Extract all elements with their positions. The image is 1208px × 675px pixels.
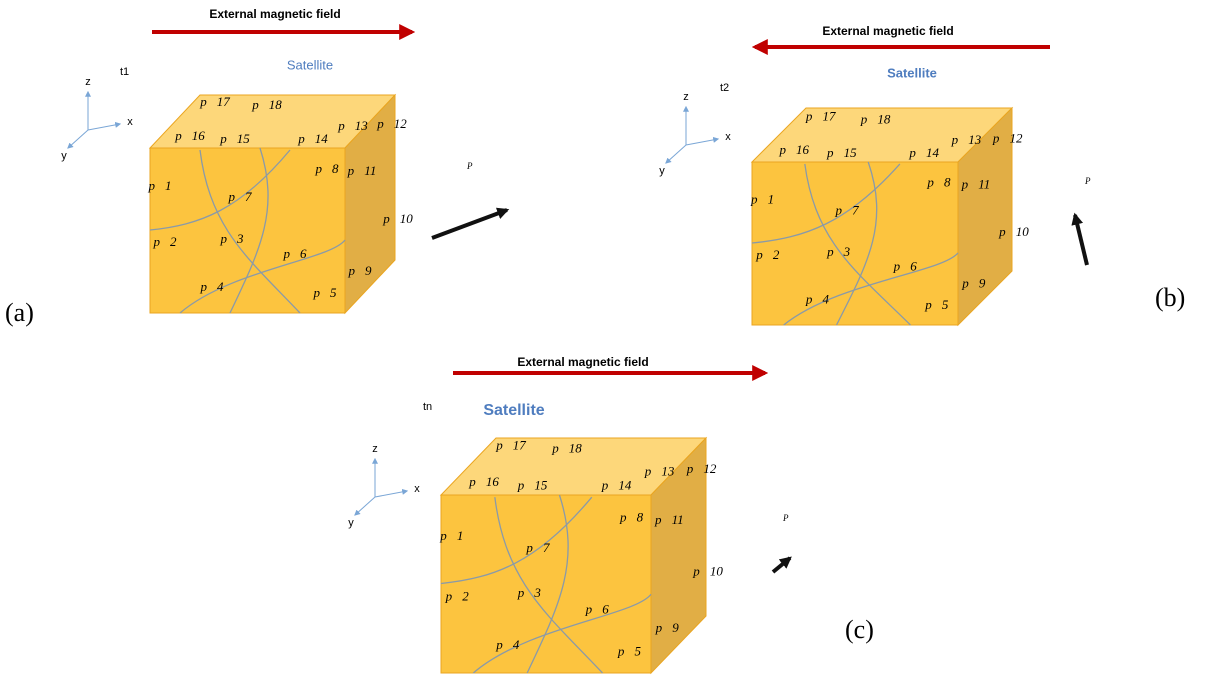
particle-label: p⃗2 — [445, 588, 470, 603]
panel-label: (a) — [5, 298, 34, 327]
particle-label: p⃗15 — [517, 477, 548, 492]
particle-label: p⃗2 — [152, 234, 177, 249]
time-label: tn — [423, 401, 432, 413]
particle-label: p⃗6 — [282, 246, 307, 261]
particle-label: p⃗12 — [376, 116, 407, 131]
moment-label: P⃗ — [1084, 176, 1098, 186]
particle-label: p⃗13 — [644, 463, 675, 478]
particle-label: p⃗10 — [998, 224, 1029, 239]
axis-label: z — [372, 443, 378, 455]
particle-label: p⃗3 — [826, 244, 851, 259]
axis-label: x — [127, 116, 133, 128]
particle-label: p⃗8 — [619, 510, 644, 525]
particle-label: p⃗15 — [219, 131, 250, 146]
particle-label: p⃗3 — [219, 231, 244, 246]
axis-y — [68, 130, 88, 148]
panel-label: (c) — [845, 615, 874, 644]
particle-label: p⃗1 — [147, 178, 171, 193]
particle-label: p⃗10 — [692, 564, 723, 579]
particle-label: p⃗1 — [439, 528, 463, 543]
particle-label: p⃗4 — [495, 637, 520, 652]
particle-label: p⃗18 — [860, 111, 891, 126]
diagram: (a) External magnetic field Satellite t1 z x y… — [0, 0, 1208, 675]
axis-y — [355, 497, 375, 515]
particle-label: p⃗7 — [227, 189, 252, 204]
particle-label: p⃗4 — [199, 279, 224, 294]
moment-label: P⃗ — [782, 513, 796, 523]
time-label: t1 — [120, 66, 129, 78]
particle-label: p⃗13 — [951, 132, 982, 147]
satellite-label: Satellite — [287, 57, 333, 72]
particle-label: p⃗1 — [750, 192, 774, 207]
axis-label: y — [61, 150, 67, 162]
particle-label: p⃗11 — [961, 177, 991, 192]
particle-label: p⃗5 — [617, 643, 642, 658]
particle-label: p⃗17 — [199, 94, 230, 109]
axis-x — [375, 491, 407, 497]
axis-x — [686, 139, 718, 145]
moment-arrow — [432, 210, 507, 238]
field-label: External magnetic field — [822, 24, 953, 38]
particle-label: p⃗6 — [585, 601, 610, 616]
particle-label: p⃗13 — [337, 118, 368, 133]
moment-label: P⃗ — [466, 161, 480, 171]
particle-label: p⃗5 — [312, 285, 337, 300]
particle-label: p⃗17 — [495, 437, 526, 452]
satellite-label: Satellite — [887, 65, 937, 80]
particle-label: p⃗6 — [893, 259, 918, 274]
particle-label: p⃗3 — [517, 585, 542, 600]
particle-label: p⃗11 — [654, 512, 684, 527]
particle-label: p⃗18 — [251, 97, 282, 112]
particle-label: p⃗16 — [778, 142, 809, 157]
particle-label: p⃗15 — [826, 145, 857, 160]
field-label: External magnetic field — [517, 355, 648, 369]
particle-label: p⃗14 — [908, 145, 939, 160]
particle-label: p⃗9 — [961, 275, 986, 290]
particle-label: p⃗14 — [601, 477, 632, 492]
particle-label: p⃗12 — [686, 461, 717, 476]
field-label: External magnetic field — [209, 7, 340, 21]
time-label: t2 — [720, 82, 729, 94]
particle-label: p⃗17 — [805, 109, 836, 124]
particle-label: p⃗16 — [174, 128, 205, 143]
axis-label: y — [659, 165, 665, 177]
particle-label: p⃗18 — [551, 441, 582, 456]
particle-label: p⃗8 — [314, 161, 339, 176]
panel-label: (b) — [1155, 283, 1185, 312]
axis-y — [666, 145, 686, 163]
particle-label: p⃗9 — [655, 620, 680, 635]
particle-label: p⃗14 — [297, 131, 328, 146]
axis-label: x — [725, 131, 731, 143]
axis-x — [88, 124, 120, 130]
particle-label: p⃗8 — [926, 175, 951, 190]
particle-label: p⃗10 — [382, 211, 413, 226]
particle-label: p⃗4 — [805, 291, 830, 306]
particle-label: p⃗11 — [347, 163, 377, 178]
axis-label: x — [414, 483, 420, 495]
moment-arrow — [1075, 215, 1087, 265]
axis-label: z — [85, 76, 91, 88]
particle-label: p⃗16 — [468, 474, 499, 489]
particle-label: p⃗2 — [755, 247, 780, 262]
particle-label: p⃗7 — [525, 540, 550, 555]
moment-arrow — [773, 558, 790, 572]
particle-label: p⃗9 — [347, 263, 372, 278]
axis-label: y — [348, 517, 354, 529]
particle-label: p⃗12 — [992, 130, 1023, 145]
satellite-label: Satellite — [483, 402, 544, 419]
particle-label: p⃗7 — [835, 202, 860, 217]
axis-label: z — [683, 91, 689, 103]
particle-label: p⃗5 — [924, 297, 949, 312]
